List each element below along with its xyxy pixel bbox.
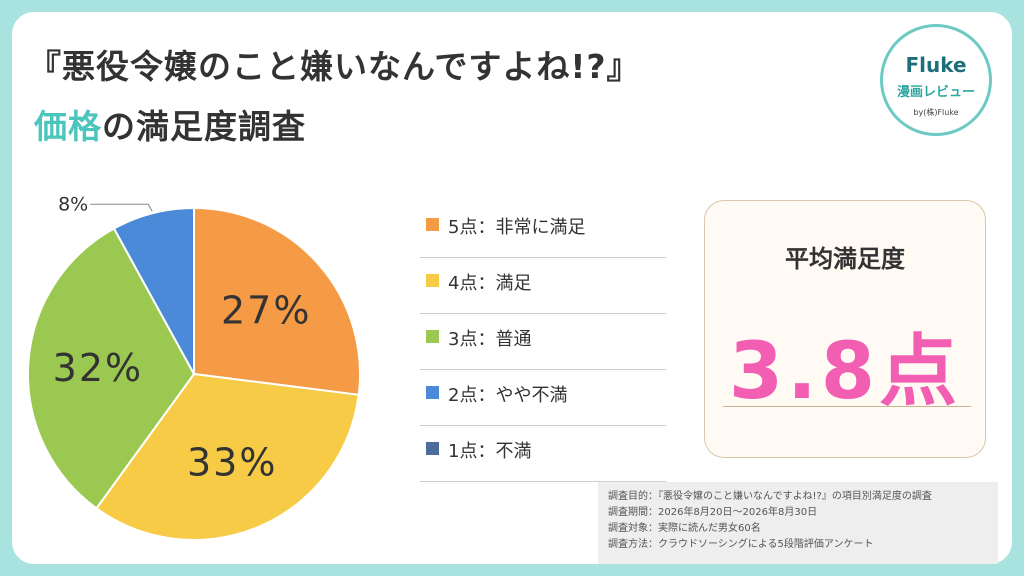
legend-item: 4点：満足: [420, 258, 666, 314]
note-target: 調査対象：実際に読んだ男女60名: [608, 523, 761, 534]
brand-by: by(株)Fluke: [913, 108, 959, 117]
note-method: 調査方法：クラウドソーシングによる5段階評価アンケート: [608, 539, 874, 550]
brand-subtitle: 漫画レビュー: [896, 85, 975, 100]
pie-slice: [112, 206, 195, 375]
pie-data-label: 32%: [53, 346, 143, 390]
legend-label: 1点：不満: [448, 441, 532, 462]
average-underline: [723, 406, 971, 407]
legend-swatch: [426, 218, 439, 231]
legend-item: 3点：普通: [420, 314, 666, 370]
legend-item: 2点：やや不満: [420, 370, 666, 426]
page-subtitle: 価格の満足度調査: [34, 100, 306, 148]
pie-data-label: 8%: [58, 193, 88, 215]
survey-notes: 調査目的：『悪役令嬢のこと嫌いなんですよね!?』の項目別満足度の調査 調査期間：…: [598, 482, 998, 564]
legend-swatch: [426, 442, 439, 455]
legend-swatch: [426, 386, 439, 399]
pie-slice: [193, 206, 361, 396]
page-title: 『悪役令嬢のこと嫌いなんですよね!?』: [28, 47, 641, 86]
brand-badge: Fluke 漫画レビュー by(株)Fluke: [880, 24, 992, 136]
note-period: 調査期間：2026年8月20日〜2026年8月30日: [608, 507, 818, 518]
legend-item: 5点：非常に満足: [420, 202, 666, 258]
pie-data-label: 33%: [187, 440, 277, 484]
subtitle-rest: の満足度調査: [102, 107, 306, 146]
legend-label: 4点：満足: [448, 273, 532, 294]
legend-label: 2点：やや不満: [448, 385, 568, 406]
brand-name: Fluke: [905, 53, 967, 77]
average-title: 平均満足度: [785, 245, 905, 273]
pie-data-label: 27%: [221, 288, 311, 332]
average-value: 3.8点: [728, 327, 962, 417]
note-purpose: 調査目的：『悪役令嬢のこと嫌いなんですよね!?』の項目別満足度の調査: [608, 491, 932, 502]
subtitle-accent: 価格: [34, 107, 102, 146]
pie-slice: [27, 227, 196, 510]
legend-swatch: [426, 330, 439, 343]
pie-slice: [95, 372, 360, 541]
legend-item: 1点：不満: [420, 426, 666, 482]
legend: 5点：非常に満足 4点：満足 3点：普通 2点：やや不満 1点：不満: [420, 202, 666, 482]
legend-label: 5点：非常に満足: [448, 217, 586, 238]
average-box: 平均満足度 3.8点: [704, 200, 986, 458]
pie-leader-line: [90, 203, 153, 212]
legend-swatch: [426, 274, 439, 287]
legend-label: 3点：普通: [448, 329, 532, 350]
